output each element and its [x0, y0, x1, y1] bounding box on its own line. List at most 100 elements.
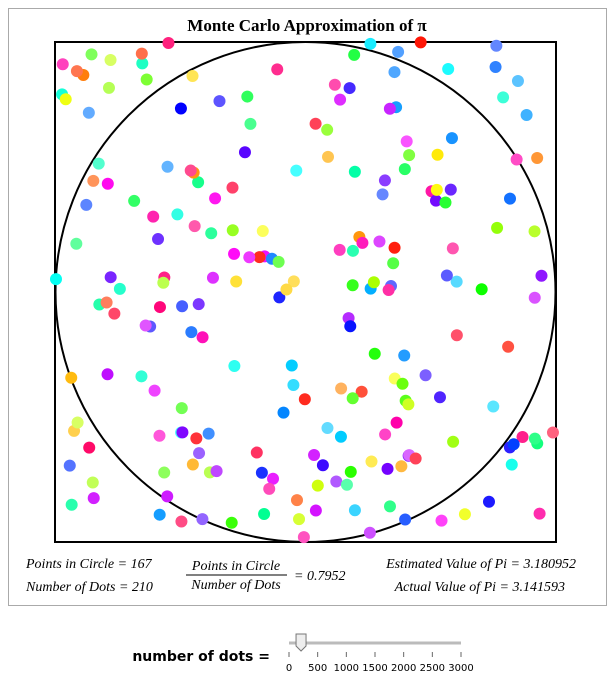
dot — [376, 188, 389, 201]
dot — [102, 81, 115, 94]
dot — [528, 225, 541, 238]
dot — [367, 276, 380, 289]
dot — [152, 233, 165, 246]
dot — [184, 164, 197, 177]
fraction-denominator: Number of Dots — [190, 578, 281, 593]
estimated-pi: Estimated Value of Pi = 3.180952 — [385, 557, 576, 572]
slider-thumb[interactable] — [295, 633, 307, 652]
dot — [475, 283, 488, 296]
stats: Points in Circle = 167 Number of Dots = … — [25, 557, 576, 595]
dot — [87, 492, 100, 505]
dot — [390, 416, 403, 429]
dot — [382, 283, 395, 296]
ratio: = 0.7952 — [294, 569, 345, 584]
dot — [100, 296, 113, 309]
dot — [440, 269, 453, 282]
dot — [398, 163, 411, 176]
dot — [328, 78, 341, 91]
dot — [510, 153, 523, 166]
dot — [309, 117, 322, 130]
dot — [175, 515, 188, 528]
dot — [113, 282, 126, 295]
dot — [316, 459, 329, 472]
fraction-numerator: Points in Circle — [191, 559, 280, 574]
dot — [228, 360, 241, 373]
dot — [414, 36, 427, 49]
dot — [209, 192, 222, 205]
dot — [56, 58, 69, 71]
dot — [402, 398, 415, 411]
dot — [348, 504, 361, 517]
dot — [256, 225, 269, 238]
dot — [487, 400, 500, 413]
dot — [504, 192, 517, 205]
dot — [273, 291, 286, 304]
dot — [185, 326, 198, 339]
dot — [65, 498, 78, 511]
dot — [225, 516, 238, 529]
dot — [271, 63, 284, 76]
dot — [346, 279, 359, 292]
dot — [383, 102, 396, 115]
dot — [355, 385, 368, 398]
dot — [280, 283, 293, 296]
dot — [431, 148, 444, 161]
value: 3.141593 — [512, 580, 566, 595]
dot — [70, 237, 83, 250]
dot — [226, 181, 239, 194]
dot — [511, 75, 524, 88]
dot — [429, 194, 442, 207]
dot — [213, 95, 226, 108]
dot — [388, 66, 401, 79]
dot — [491, 221, 504, 234]
slider-tick-label: 1500 — [362, 663, 387, 674]
dot — [255, 466, 268, 479]
dot — [253, 251, 266, 264]
dot — [192, 298, 205, 311]
dot — [139, 319, 152, 332]
dot — [87, 174, 100, 187]
dot — [153, 508, 166, 521]
label: Estimated Value of Pi = — [385, 557, 520, 572]
dot — [298, 393, 311, 406]
dot — [205, 227, 218, 240]
dot — [202, 427, 215, 440]
dot — [490, 39, 503, 52]
dot — [340, 478, 353, 491]
title: Monte Carlo Approximation of π — [187, 16, 427, 35]
dot — [190, 432, 203, 445]
dot — [293, 513, 306, 526]
dot — [346, 392, 359, 405]
dot — [162, 36, 175, 49]
dot — [241, 90, 254, 103]
dot — [387, 257, 400, 270]
dot — [381, 462, 394, 475]
dot — [435, 514, 448, 527]
dot — [243, 251, 256, 264]
slider-tick-label: 500 — [308, 663, 327, 674]
dot — [308, 449, 321, 462]
dot — [263, 482, 276, 495]
dot — [108, 307, 121, 320]
dot — [104, 54, 117, 67]
dot — [228, 247, 241, 260]
dot — [450, 329, 463, 342]
dot — [392, 45, 405, 58]
slider-tick-label: 2000 — [391, 663, 416, 674]
dot — [535, 269, 548, 282]
dot — [161, 490, 174, 503]
dot — [507, 438, 520, 451]
dot — [290, 494, 303, 507]
number-of-dots: Number of Dots = 210 — [25, 580, 153, 595]
slider-tick-label: 1000 — [334, 663, 359, 674]
dot — [158, 466, 171, 479]
dot — [344, 320, 357, 333]
dot — [101, 177, 114, 190]
slider[interactable]: 0 500 1000 1500 2000 2500 3000 — [286, 633, 474, 674]
dot — [80, 198, 93, 211]
dots — [49, 36, 559, 544]
dot — [482, 495, 495, 508]
dot — [531, 152, 544, 165]
dot — [505, 458, 518, 471]
